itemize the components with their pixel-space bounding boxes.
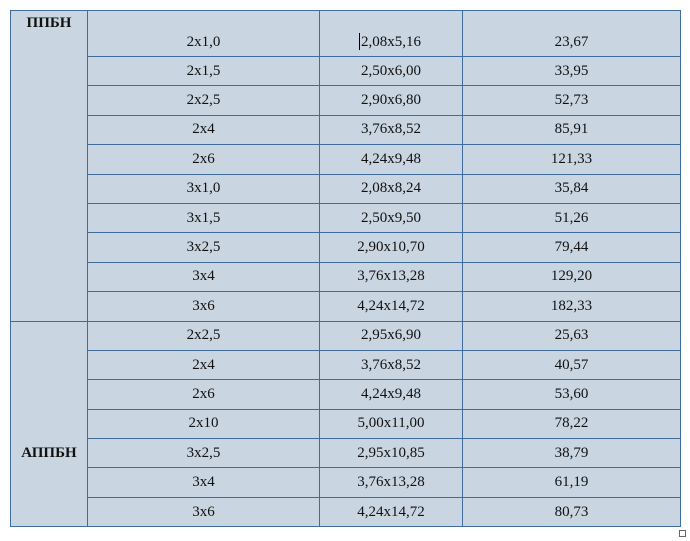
size-cell: 3x4	[87, 467, 320, 498]
table-row: 3x2,5 2,90x10,70 79,44	[11, 232, 681, 263]
table-row: 3x4 3,76x13,28 129,20	[11, 261, 681, 293]
group-label-cell: АППБН	[10, 320, 88, 528]
table-body: ППБН 2x1,0 2,08x5,16 23,67 2x1,5 2,50x6,00 33,…	[10, 10, 681, 528]
size-cell: 2x2,5	[87, 320, 320, 351]
table-row: 2x6 4,24x9,48 121,33	[11, 144, 681, 175]
table-row: 2x6 4,24x9,48 53,60	[11, 379, 681, 410]
size-cell: 3x2,5	[87, 438, 320, 469]
table-row: 3x6 4,24x14,72 80,73	[11, 496, 681, 528]
value-cell: 52,73	[462, 85, 681, 116]
dims-cell: 2,50x9,50	[319, 202, 463, 234]
table-resize-handle[interactable]	[679, 530, 686, 537]
value-cell: 121,33	[462, 144, 681, 175]
size-cell: 2x4	[87, 349, 320, 381]
cable-spec-table: ППБН 2x1,0 2,08x5,16 23,67 2x1,5 2,50x6,00 33,…	[10, 10, 681, 528]
size-cell: 2x6	[87, 379, 320, 410]
size-cell: 2x4	[87, 114, 320, 146]
size-cell: 2x2,5	[87, 85, 320, 116]
value-cell: 61,19	[462, 467, 681, 498]
size-cell: 3x6	[87, 291, 320, 322]
dims-cell: 2,08x8,24	[319, 173, 463, 204]
dims-cell: 4,24x14,72	[319, 291, 463, 322]
dims-cell: 3,76x13,28	[319, 261, 463, 293]
value-cell: 40,57	[462, 349, 681, 381]
value-cell: 23,67	[462, 10, 681, 57]
dims-cell: 3,76x8,52	[319, 349, 463, 381]
value-cell: 25,63	[462, 320, 681, 351]
size-cell: 2x1,5	[87, 55, 320, 87]
table-row: 2x10 5,00x11,00 78,22	[11, 408, 681, 440]
table-row: 3x2,5 2,95x10,85 38,79	[11, 438, 681, 469]
value-cell: 53,60	[462, 379, 681, 410]
dims-cell: 2,95x10,85	[319, 438, 463, 469]
dims-cell: 2,08x5,16	[319, 10, 463, 57]
table-row: 2x2,5 2,90x6,80 52,73	[11, 85, 681, 116]
dims-cell: 2,90x6,80	[319, 85, 463, 116]
dims-cell: 3,76x8,52	[319, 114, 463, 146]
dims-cell: 2,50x6,00	[319, 55, 463, 87]
table-row: ППБН 2x1,0 2,08x5,16 23,67	[10, 10, 681, 322]
value-cell: 78,22	[462, 408, 681, 440]
dims-cell: 2,95x6,90	[319, 320, 463, 351]
size-cell: 2x6	[87, 144, 320, 175]
value-cell: 33,95	[462, 55, 681, 87]
value-cell: 51,26	[462, 202, 681, 234]
table-row: 3x6 4,24x14,72 182,33	[11, 291, 681, 322]
value-cell: 80,73	[462, 496, 681, 528]
dims-cell: 5,00x11,00	[319, 408, 463, 440]
table-row: 2x1,5 2,50x6,00 33,95	[11, 55, 681, 87]
group-label-cell: ППБН	[10, 10, 88, 322]
size-cell: 2x10	[87, 408, 320, 440]
dims-cell: 3,76x13,28	[319, 467, 463, 498]
text-caret	[359, 33, 360, 50]
table-row: 3x1,5 2,50x9,50 51,26	[11, 202, 681, 234]
size-cell: 3x2,5	[87, 232, 320, 263]
table-row: 3x1,0 2,08x8,24 35,84	[11, 173, 681, 204]
dims-cell: 2,90x10,70	[319, 232, 463, 263]
table-row: 2x4 3,76x8,52 85,91	[11, 114, 681, 146]
value-cell: 85,91	[462, 114, 681, 146]
value-cell: 129,20	[462, 261, 681, 293]
table-row: 3x4 3,76x13,28 61,19	[11, 467, 681, 498]
size-cell: 3x1,0	[87, 173, 320, 204]
table-row: 2x4 3,76x8,52 40,57	[11, 349, 681, 381]
value-cell: 35,84	[462, 173, 681, 204]
dims-cell: 4,24x14,72	[319, 496, 463, 528]
value-cell: 38,79	[462, 438, 681, 469]
size-cell: 3x4	[87, 261, 320, 293]
value-cell: 182,33	[462, 291, 681, 322]
size-cell: 3x6	[87, 496, 320, 528]
dims-cell: 4,24x9,48	[319, 144, 463, 175]
dims-cell: 4,24x9,48	[319, 379, 463, 410]
size-cell: 2x1,0	[87, 10, 320, 57]
value-cell: 79,44	[462, 232, 681, 263]
size-cell: 3x1,5	[87, 202, 320, 234]
table-row: АППБН 2x2,5 2,95x6,90 25,63	[10, 320, 681, 528]
